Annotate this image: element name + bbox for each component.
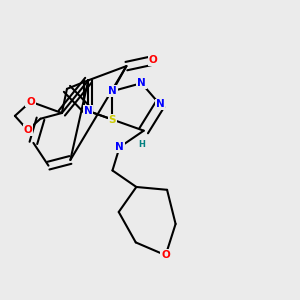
Text: N: N xyxy=(156,100,164,110)
Text: N: N xyxy=(137,78,146,88)
Text: O: O xyxy=(161,250,170,260)
Text: S: S xyxy=(109,115,116,124)
Text: N: N xyxy=(84,106,93,116)
Text: H: H xyxy=(138,140,145,149)
Text: O: O xyxy=(148,56,157,65)
Text: O: O xyxy=(23,125,32,135)
Text: O: O xyxy=(26,97,35,107)
Text: N: N xyxy=(108,86,117,96)
Text: N: N xyxy=(115,142,124,152)
